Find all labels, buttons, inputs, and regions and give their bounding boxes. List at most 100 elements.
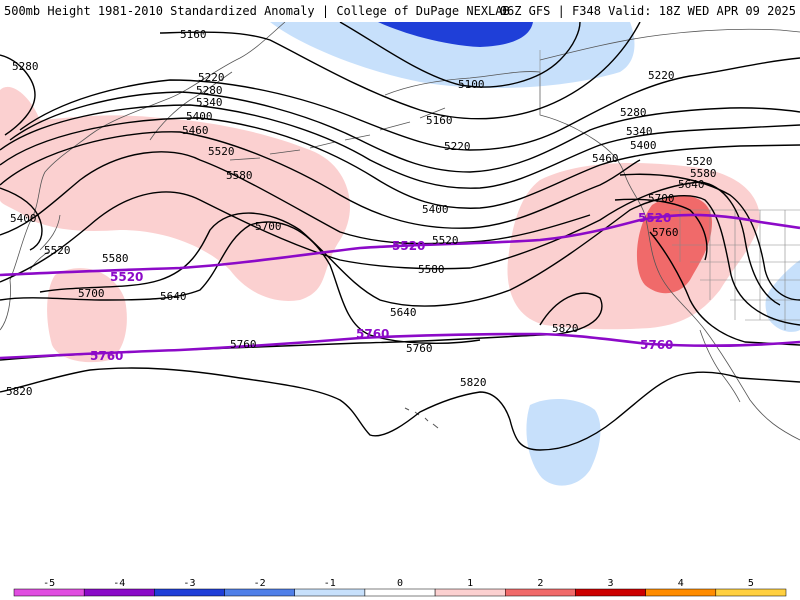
reference-label: 5520 xyxy=(110,270,143,284)
height-anomaly-map: 5160 5280 5220 5280 5340 5400 5460 5520 … xyxy=(0,22,800,570)
reference-label: 5520 xyxy=(392,239,425,253)
north-america-west-coast xyxy=(624,174,800,441)
contour-label: 5220 xyxy=(648,69,675,82)
contour-label: 5520 xyxy=(432,234,459,247)
contour-label: 5460 xyxy=(592,152,619,165)
colorbar-bin xyxy=(13,588,85,597)
reference-label: 5520 xyxy=(638,211,671,225)
contour-label: 5640 xyxy=(390,306,417,319)
contour-label: 5760 xyxy=(230,338,257,351)
contour-labels: 5160 5280 5220 5280 5340 5400 5460 5520 … xyxy=(6,28,717,398)
contour-5100 xyxy=(339,22,581,88)
contour-5460 xyxy=(0,131,641,229)
anomaly-colorbar: -5 -4 -3 -2 -1 0 1 2 3 4 5 xyxy=(13,578,787,597)
contour-label: 5340 xyxy=(626,125,653,138)
colorbar-bin xyxy=(715,588,787,597)
reference-contour-5760 xyxy=(0,332,800,360)
contour-label: 5640 xyxy=(160,290,187,303)
negative-anomaly-east-pacific xyxy=(526,398,601,486)
colorbar-tick-label: 5 xyxy=(748,578,754,589)
colorbar-bin xyxy=(575,588,646,597)
reference-labels: 5520 5520 5520 5760 5760 5760 xyxy=(90,211,673,363)
negative-anomaly-north-pacific xyxy=(270,22,635,88)
contour-label: 5700 xyxy=(78,287,105,300)
kamchatka-coastline xyxy=(149,71,233,141)
aleutian-islands xyxy=(229,107,446,161)
colorbar-bin xyxy=(364,588,436,597)
asia-coastline xyxy=(0,22,286,331)
contour-label: 5640 xyxy=(678,178,705,191)
contour-label: 5400 xyxy=(630,139,657,152)
contour-label: 5580 xyxy=(418,263,445,276)
colorbar-tick-label: 0 xyxy=(397,578,403,589)
colorbar-bin xyxy=(224,588,295,597)
positive-anomaly-subtropics xyxy=(47,268,127,363)
colorbar-bin xyxy=(505,588,576,597)
contour-label: 5340 xyxy=(196,96,223,109)
colorbar-bin xyxy=(294,588,366,597)
contour-5820 xyxy=(0,367,800,451)
contour-label: 5580 xyxy=(690,167,717,180)
baja-california xyxy=(699,329,741,403)
contour-label: 5820 xyxy=(552,322,579,335)
contour-5160 xyxy=(159,22,641,120)
colorbar-tick-label: -1 xyxy=(324,578,336,589)
model-run-label: 06Z GFS | F348 Valid: 18Z WED APR 09 202… xyxy=(499,4,796,18)
contour-5340 xyxy=(0,104,800,189)
strong-negative-anomaly-core xyxy=(378,22,533,47)
contour-5580 xyxy=(0,181,781,306)
contour-label: 5520 xyxy=(208,145,235,158)
contour-label: 5520 xyxy=(686,155,713,168)
contour-5280 xyxy=(9,91,800,173)
contour-label: 5820 xyxy=(460,376,487,389)
contour-5640 xyxy=(39,195,800,326)
contour-label: 5160 xyxy=(426,114,453,127)
canada-coastline xyxy=(539,28,800,61)
contour-5220-east xyxy=(559,57,800,131)
contour-5400-west xyxy=(0,187,43,251)
contour-label: 5100 xyxy=(458,78,485,91)
height-contours xyxy=(0,22,800,451)
reference-label: 5760 xyxy=(640,338,673,352)
contour-5220 xyxy=(19,79,561,151)
contour-label: 5460 xyxy=(182,124,209,137)
contour-label: 5580 xyxy=(226,169,253,182)
map-header: 500mb Height 1981-2010 Standardized Anom… xyxy=(0,0,800,22)
contour-label: 5400 xyxy=(10,212,37,225)
japan-coastline xyxy=(29,214,61,271)
reference-label: 5760 xyxy=(90,349,123,363)
colorbar-tick-label: 3 xyxy=(608,578,614,589)
colorbar-tick-label: -3 xyxy=(183,578,195,589)
contour-label: 5400 xyxy=(422,203,449,216)
contour-5700-east xyxy=(614,198,708,261)
colorbar-tick-label: -5 xyxy=(43,578,55,589)
colorbar-tick-label: 2 xyxy=(537,578,543,589)
contour-label: 5160 xyxy=(180,28,207,41)
strong-positive-anomaly-core xyxy=(636,195,712,294)
colorbar-tick-label: 1 xyxy=(467,578,473,589)
colorbar-bin xyxy=(645,588,717,597)
contour-5280-west xyxy=(0,54,36,136)
contour-5400 xyxy=(0,117,800,209)
contour-label: 5400 xyxy=(186,110,213,123)
contour-label: 5820 xyxy=(6,385,33,398)
contour-label: 5700 xyxy=(648,192,675,205)
colorbar-bin xyxy=(434,588,506,597)
contour-5700 xyxy=(0,221,481,344)
colorbar-bin xyxy=(83,588,155,597)
reference-contours xyxy=(0,213,800,360)
colorbar-tick-label: 4 xyxy=(678,578,684,589)
contour-label: 5220 xyxy=(198,71,225,84)
colorbar-tick-label: -4 xyxy=(113,578,125,589)
contour-label: 5280 xyxy=(12,60,39,73)
contour-label: 5580 xyxy=(102,252,129,265)
contour-label: 5280 xyxy=(196,84,223,97)
positive-anomaly-west-pacific xyxy=(0,86,350,301)
contour-5520 xyxy=(0,151,591,245)
contour-label: 5220 xyxy=(444,140,471,153)
contour-label: 5280 xyxy=(620,106,647,119)
contour-label: 5760 xyxy=(406,342,433,355)
contour-label: 5520 xyxy=(44,244,71,257)
reference-label: 5760 xyxy=(356,327,389,341)
reference-contour-5520 xyxy=(0,213,800,277)
